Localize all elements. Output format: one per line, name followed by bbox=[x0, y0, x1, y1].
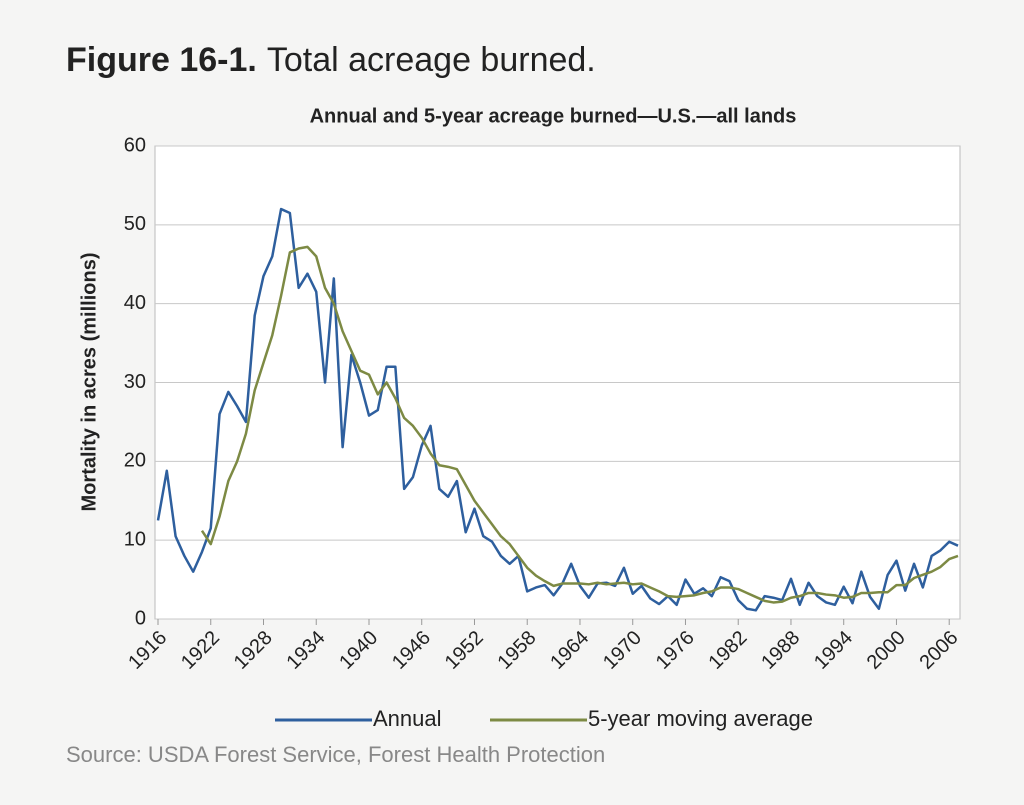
figure-number: Figure 16-1. bbox=[66, 41, 257, 79]
x-tick-label: 1940 bbox=[335, 627, 382, 674]
x-tick-label: 1934 bbox=[282, 627, 329, 674]
x-tick-label: 1952 bbox=[441, 627, 488, 674]
x-tick-label: 1970 bbox=[599, 627, 646, 674]
y-tick-label: 20 bbox=[124, 450, 146, 472]
source: Source: USDA Forest Service, Forest Heal… bbox=[66, 742, 605, 767]
figure-label: Figure 16-1. Total acreage burned. bbox=[66, 41, 596, 79]
x-tick-label: 1922 bbox=[177, 627, 224, 674]
x-tick-label: 1988 bbox=[757, 627, 804, 674]
x-tick-label: 1916 bbox=[124, 627, 171, 674]
x-tick-label: 1994 bbox=[810, 627, 857, 674]
legend-label: 5-year moving average bbox=[588, 706, 813, 731]
legend-label: Annual bbox=[373, 706, 442, 731]
y-tick-label: 60 bbox=[124, 134, 146, 156]
chart-title: Total acreage burned. bbox=[267, 41, 596, 79]
series-line bbox=[200, 245, 959, 604]
x-tick-label: 1946 bbox=[388, 627, 435, 674]
x-tick-label: 2006 bbox=[915, 627, 962, 674]
x-tick-label: 1982 bbox=[704, 627, 751, 674]
x-tick-label: 1928 bbox=[230, 627, 277, 674]
y-tick-label: 30 bbox=[124, 371, 146, 393]
x-tick-label: 1964 bbox=[546, 627, 593, 674]
x-tick-label: 1958 bbox=[493, 627, 540, 674]
y-axis-label: Mortality in acres (millions) bbox=[78, 253, 100, 512]
y-tick-label: 40 bbox=[124, 292, 146, 314]
y-tick-label: 0 bbox=[135, 607, 146, 629]
y-tick-label: 50 bbox=[124, 213, 146, 235]
chart-subtitle: Annual and 5-year acreage burned—U.S.—al… bbox=[310, 105, 797, 127]
x-tick-label: 1976 bbox=[652, 627, 699, 674]
series-line bbox=[156, 207, 959, 612]
y-tick-label: 10 bbox=[124, 528, 146, 550]
x-tick-label: 2000 bbox=[863, 627, 910, 674]
